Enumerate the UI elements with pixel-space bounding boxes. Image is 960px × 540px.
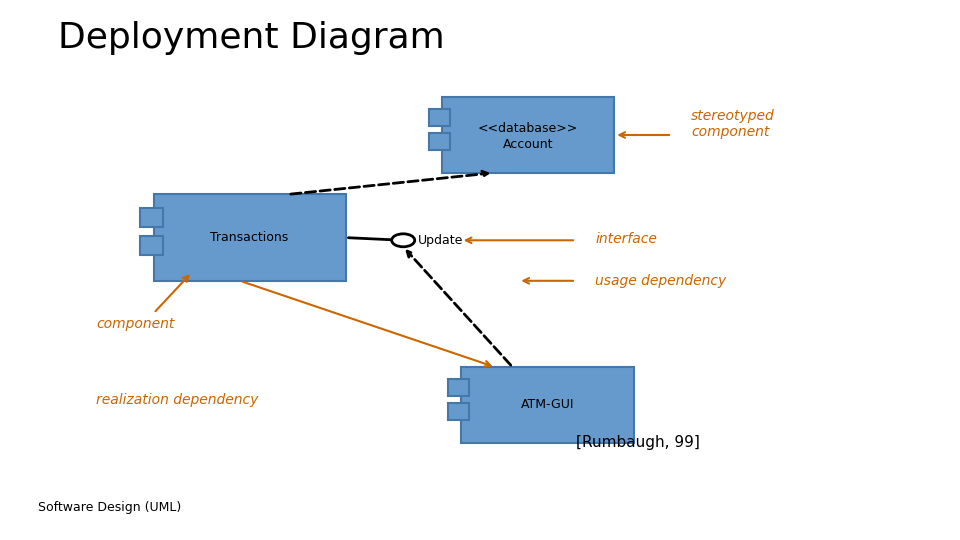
FancyBboxPatch shape: [442, 97, 614, 173]
Text: ATM-GUI: ATM-GUI: [520, 399, 574, 411]
Text: stereotyped
component: stereotyped component: [691, 109, 775, 139]
Text: interface: interface: [595, 232, 657, 246]
FancyBboxPatch shape: [448, 403, 469, 420]
FancyBboxPatch shape: [461, 367, 634, 443]
Text: Software Design (UML): Software Design (UML): [38, 501, 181, 514]
Text: usage dependency: usage dependency: [595, 274, 727, 288]
FancyBboxPatch shape: [448, 379, 469, 396]
Text: Update: Update: [418, 234, 463, 247]
FancyBboxPatch shape: [429, 109, 450, 126]
FancyBboxPatch shape: [154, 194, 346, 281]
FancyBboxPatch shape: [140, 236, 163, 255]
Circle shape: [392, 234, 415, 247]
Text: [Rumbaugh, 99]: [Rumbaugh, 99]: [576, 435, 700, 450]
Text: Transactions: Transactions: [210, 231, 289, 244]
Text: component: component: [96, 317, 175, 331]
FancyBboxPatch shape: [140, 208, 163, 227]
Text: Deployment Diagram: Deployment Diagram: [58, 21, 444, 55]
Text: Account: Account: [503, 138, 553, 151]
Text: realization dependency: realization dependency: [96, 393, 258, 407]
FancyBboxPatch shape: [429, 133, 450, 150]
Text: <<database>>: <<database>>: [478, 123, 578, 136]
